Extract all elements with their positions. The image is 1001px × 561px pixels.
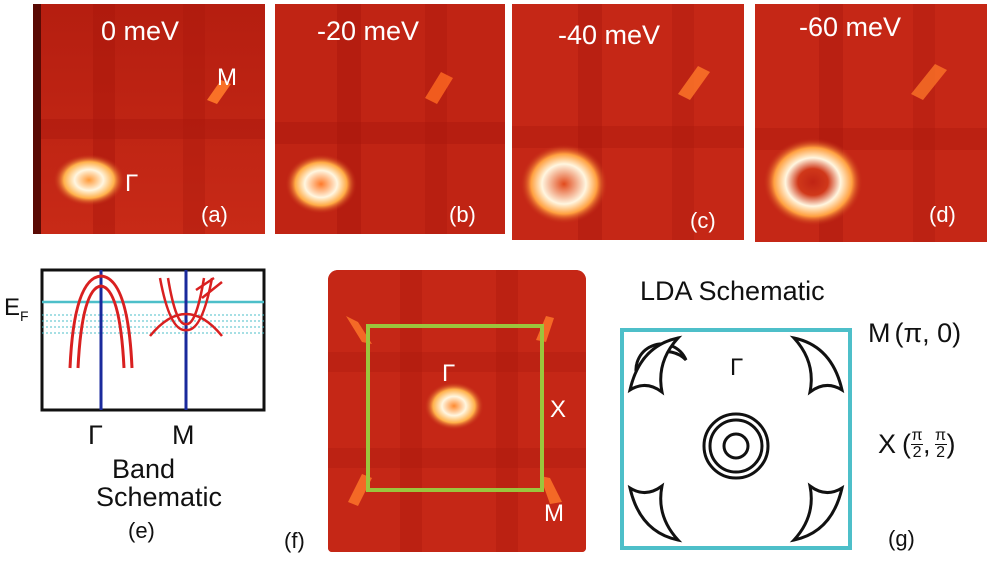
arpes-map-f: Γ X M xyxy=(328,270,586,552)
intensity-map xyxy=(275,4,505,234)
lda-schematic: LDA Schematic Γ M (π, 0) X ( π 2 , π 2 ) … xyxy=(600,270,1000,560)
fermi-surface-diagram xyxy=(620,328,852,550)
panel-tag: (d) xyxy=(929,202,956,227)
band-caption-line2: Schematic xyxy=(96,482,223,512)
intensity-map xyxy=(328,270,586,552)
gamma-pocket-inner xyxy=(722,432,750,460)
panel-tag: (g) xyxy=(888,526,915,551)
band-caption-line1: Band xyxy=(112,454,176,484)
x-point-label: X ( π 2 , π 2 ) xyxy=(878,427,956,461)
gamma-point-label: Γ xyxy=(730,354,744,381)
energy-label: -40 meV xyxy=(558,20,661,50)
gamma-point-label: Γ xyxy=(442,360,456,387)
intensity-map xyxy=(755,4,987,242)
crescent-top-right xyxy=(789,335,845,396)
intensity-map xyxy=(512,4,744,240)
lda-title: LDA Schematic xyxy=(640,276,825,306)
crescent-bottom-right xyxy=(789,482,845,543)
arpes-map-b: -20 meV (b) xyxy=(275,4,505,234)
gamma-pocket-outer xyxy=(702,412,770,480)
m-point-label: M xyxy=(217,64,237,91)
panel-tag: (b) xyxy=(449,202,476,227)
gamma-point-label: Γ xyxy=(125,170,139,197)
m-point-label: M xyxy=(544,500,564,527)
crescent-top-left xyxy=(627,335,683,396)
arpes-map-c: -40 meV (c) xyxy=(512,4,744,240)
panel-tag: (a) xyxy=(201,202,228,227)
x-point-label: X xyxy=(550,396,567,423)
fermi-energy-label: EF xyxy=(4,294,29,324)
panel-tag: (e) xyxy=(128,518,155,543)
gamma-tick-label: Γ xyxy=(88,420,103,450)
brillouin-zone-square xyxy=(366,324,544,492)
panel-tag: (c) xyxy=(690,208,716,233)
band-diagram xyxy=(40,268,266,412)
m-point-label: M (π, 0) xyxy=(868,318,962,348)
crescent-bottom-left xyxy=(627,482,683,543)
energy-label: -20 meV xyxy=(317,16,420,46)
arpes-map-d: -60 meV (d) xyxy=(755,4,987,242)
arpes-map-a: 0 meV M Γ (a) xyxy=(33,4,265,234)
band-schematic: EF Γ M Band Schematic (e) xyxy=(0,258,270,558)
m-tick-label: M xyxy=(172,420,195,450)
energy-label: -60 meV xyxy=(799,12,902,42)
intensity-map xyxy=(33,4,265,234)
panel-tag: (f) xyxy=(284,528,305,553)
energy-label: 0 meV xyxy=(101,16,180,46)
